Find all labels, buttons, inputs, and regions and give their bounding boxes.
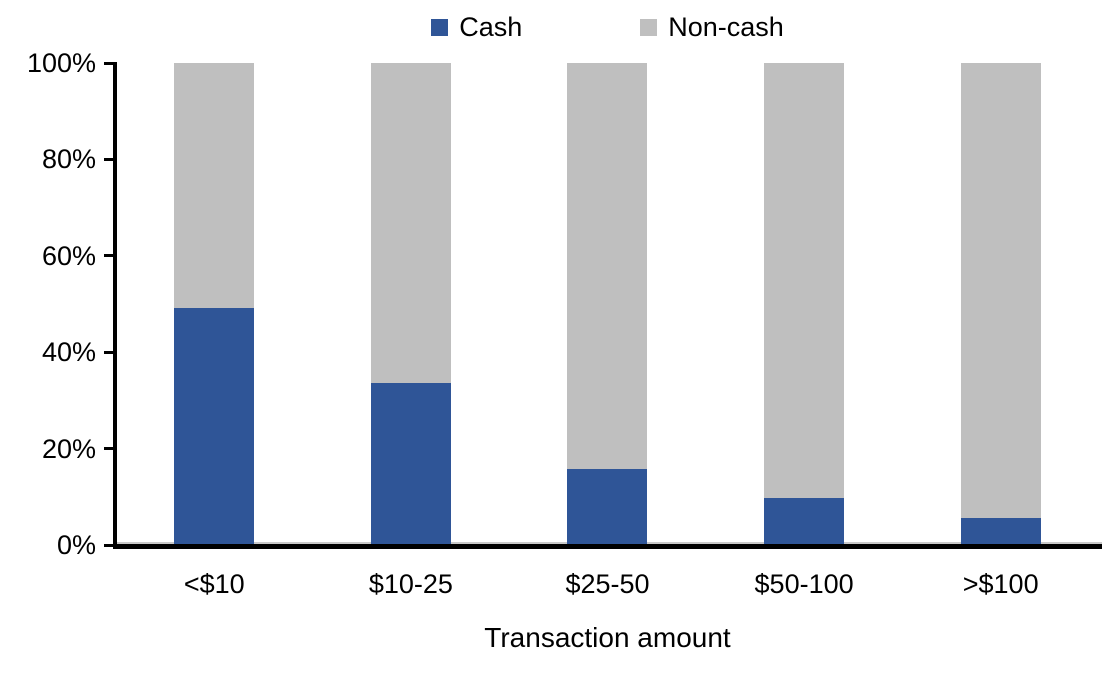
bar-slot [706,63,903,544]
x-category-label: >$100 [962,569,1039,599]
y-tick-mark [104,61,114,65]
bar-slot [313,63,510,544]
y-tick-label: 60% [41,240,96,271]
stacked-bar [567,63,648,544]
y-tick-label: 20% [41,433,96,464]
y-tick-label: 0% [56,530,96,560]
bar-segment-noncash [174,63,255,309]
y-tick-label: 100% [26,48,96,78]
legend-swatch-icon [431,18,449,36]
x-axis-labels: <$10 $10-25 $25-50 $50-100 >$100 [116,567,1099,601]
x-category-label: $10-25 [368,569,453,599]
bar-segment-noncash [764,63,845,499]
legend-swatch-icon [640,18,658,36]
y-tick-mark [104,254,114,258]
plot-area [116,63,1099,544]
chart-legend: Cash Non-cash [113,10,1102,44]
bar-slot [116,63,313,544]
y-tick-label: 40% [41,337,96,368]
stacked-bar [960,63,1041,544]
x-category-label: <$10 [183,569,245,599]
bar-segment-noncash [567,63,648,470]
y-tick-mark [104,157,114,161]
legend-item-non-cash: Non-cash [640,11,784,42]
y-tick-mark [104,447,114,451]
bar-segment-noncash [960,63,1041,518]
bar-slot [509,63,706,544]
legend-item-cash: Cash [431,11,523,42]
x-category-label: $50-100 [754,569,854,599]
stacked-bar [764,63,845,544]
bar-segment-cash [174,308,255,544]
stacked-bar [174,63,255,544]
y-tick-mark [104,350,114,354]
bar-slot [902,63,1099,544]
x-axis-line [113,544,1102,549]
legend-label: Cash [459,11,523,42]
y-tick-mark [104,543,114,547]
legend-label: Non-cash [668,11,784,42]
y-tick-label: 80% [41,144,96,175]
bar-segment-noncash [370,63,451,383]
bar-segment-cash [370,382,451,544]
x-category-label: $25-50 [565,569,650,599]
x-axis-title: Transaction amount [484,622,731,653]
bar-segment-cash [764,498,845,544]
bar-segment-cash [567,469,648,544]
bar-segment-cash [960,517,1041,544]
y-axis-line [113,62,117,549]
stacked-bar [370,63,451,544]
